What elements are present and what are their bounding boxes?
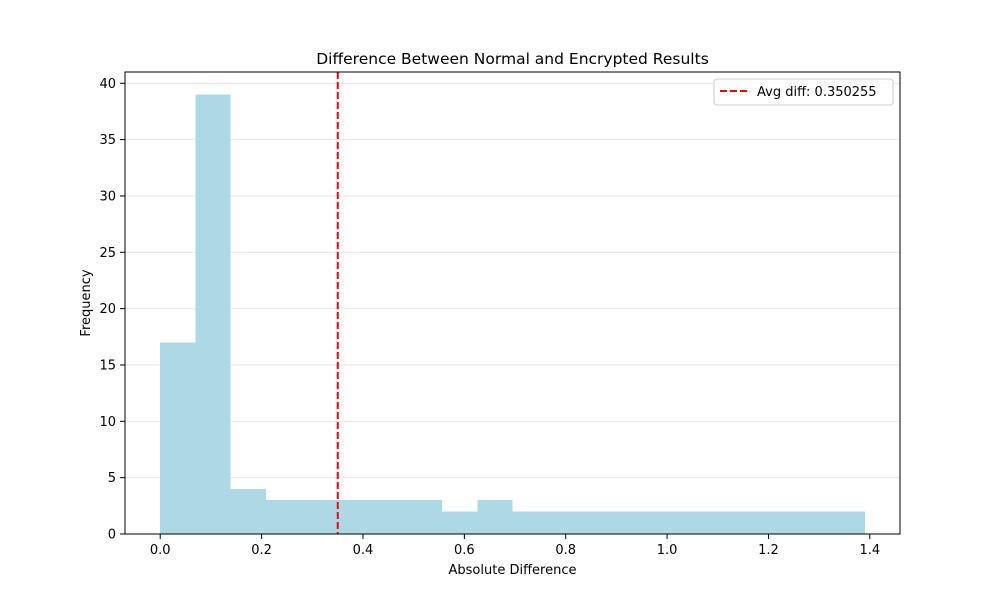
x-tick-label: 0.4 xyxy=(353,543,374,558)
x-tick-label: 0.6 xyxy=(454,543,475,558)
histogram-bar xyxy=(406,500,443,534)
histogram-bar xyxy=(336,500,372,534)
y-tick-label: 10 xyxy=(99,415,116,430)
histogram-bars xyxy=(160,94,865,534)
x-tick-label: 0.8 xyxy=(555,543,576,558)
y-axis-ticks: 0 5 10 15 20 25 30 35 40 xyxy=(99,77,125,543)
histogram-bar xyxy=(301,500,337,534)
histogram-bar xyxy=(723,511,760,534)
y-axis-label: Frequency xyxy=(79,269,94,336)
x-tick-label: 1.0 xyxy=(657,543,678,558)
histogram-bar xyxy=(547,511,583,534)
x-tick-label: 0.2 xyxy=(251,543,272,558)
histogram-bar xyxy=(195,94,231,534)
histogram-bar xyxy=(371,500,407,534)
y-tick-label: 40 xyxy=(99,77,116,92)
chart-title: Difference Between Normal and Encrypted … xyxy=(316,50,709,68)
x-tick-label: 1.2 xyxy=(758,543,779,558)
y-tick-label: 5 xyxy=(108,471,116,486)
x-tick-label: 1.4 xyxy=(859,543,880,558)
legend: Avg diff: 0.350255 xyxy=(713,78,894,106)
y-tick-label: 35 xyxy=(99,133,116,148)
x-axis-label: Absolute Difference xyxy=(449,563,577,578)
histogram-bar xyxy=(829,511,865,534)
histogram-bar xyxy=(442,511,478,534)
histogram-bar xyxy=(618,511,654,534)
histogram-bar xyxy=(794,511,830,534)
legend-label: Avg diff: 0.350255 xyxy=(757,85,877,100)
histogram-bar xyxy=(653,511,689,534)
y-tick-label: 20 xyxy=(99,302,116,317)
histogram-bar xyxy=(582,511,619,534)
y-tick-label: 30 xyxy=(99,189,116,204)
y-tick-label: 25 xyxy=(99,246,116,261)
x-tick-label: 0.0 xyxy=(150,543,171,558)
histogram-bar xyxy=(759,511,795,534)
histogram-bar xyxy=(477,500,513,534)
histogram-bar xyxy=(160,342,196,534)
plot-frame xyxy=(124,71,901,535)
y-tick-label: 0 xyxy=(108,528,116,543)
y-tick-label: 15 xyxy=(99,358,116,373)
histogram-bar xyxy=(265,500,302,534)
histogram-bar xyxy=(688,511,724,534)
histogram-bar xyxy=(230,488,266,534)
legend-box xyxy=(713,78,894,106)
histogram-bar xyxy=(512,511,548,534)
grid-lines xyxy=(125,82,900,479)
x-axis-ticks: 0.0 0.2 0.4 0.6 0.8 1.0 1.2 1.4 xyxy=(150,534,880,558)
